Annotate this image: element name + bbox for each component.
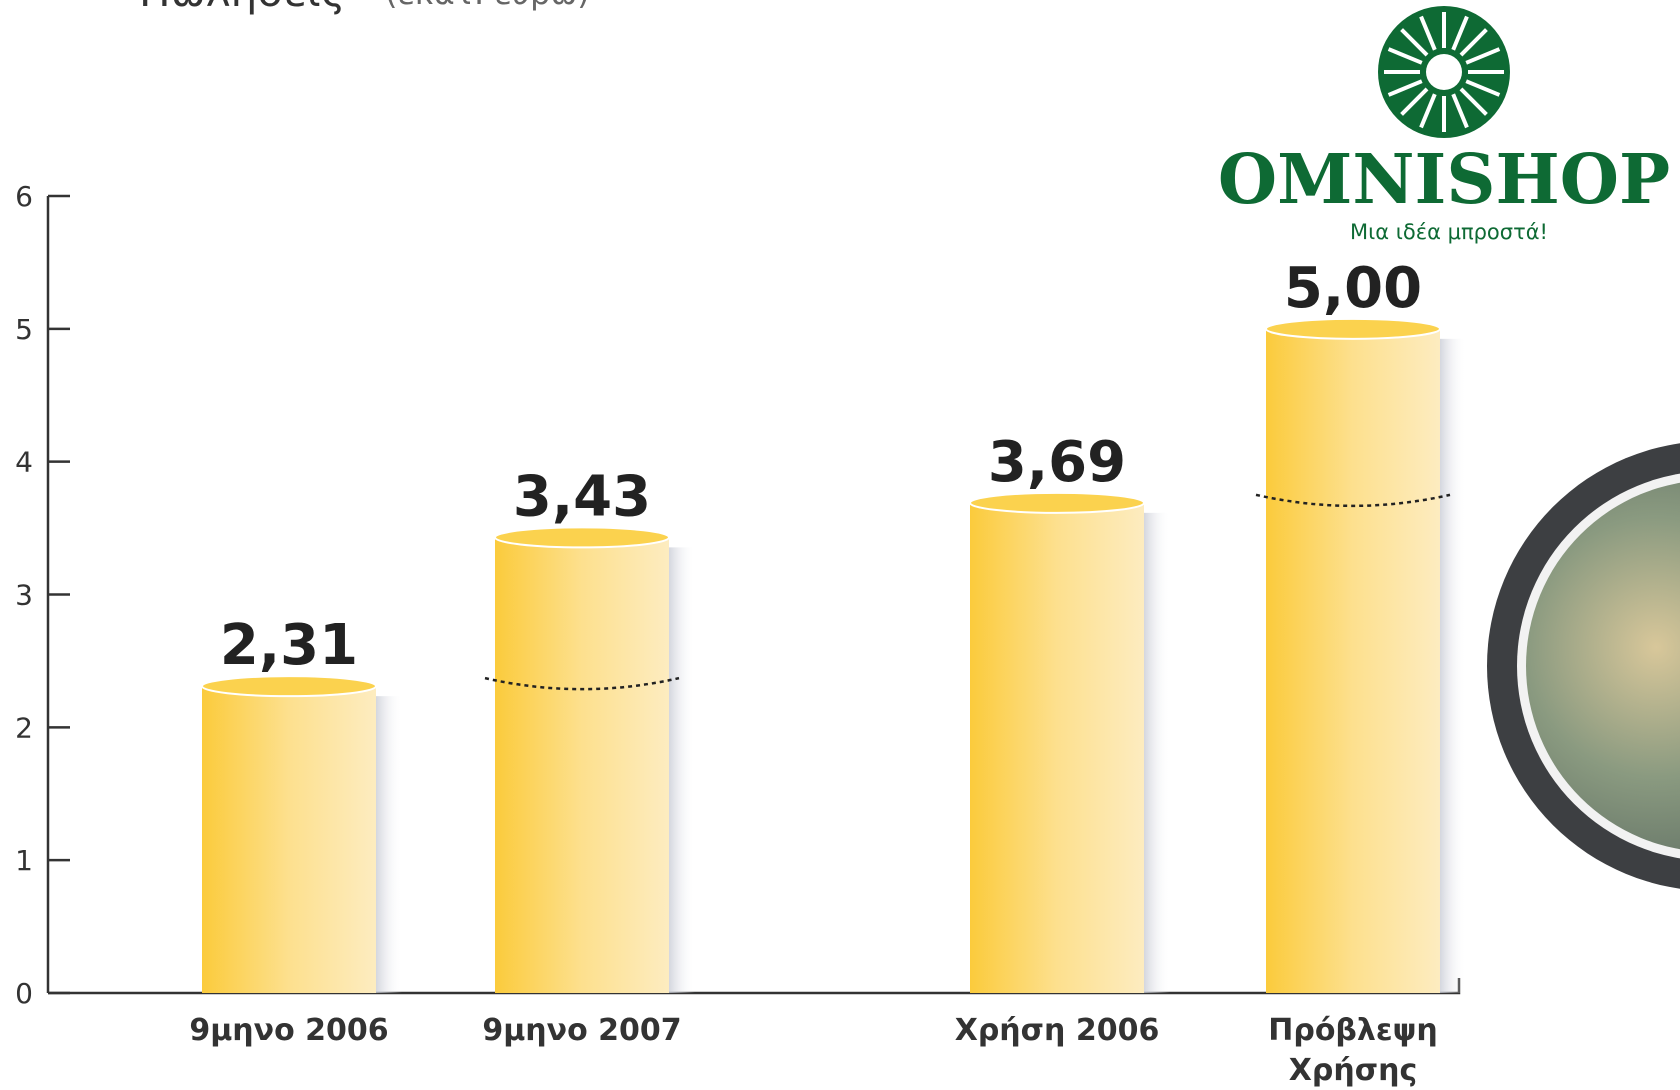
bar <box>1266 328 1440 993</box>
value-label: 3,69 <box>988 430 1126 495</box>
x-tick-label: 9μηνο 2007 <box>482 1013 682 1048</box>
logo-spoke <box>1387 79 1423 97</box>
y-tick-label: 4 <box>15 446 33 479</box>
y-tick-label: 2 <box>15 711 33 744</box>
logo-spoke <box>1400 28 1429 57</box>
value-label: 2,31 <box>220 613 358 678</box>
y-tick-label: 0 <box>15 977 33 1010</box>
logo-spoke <box>1419 15 1437 51</box>
logo-tagline: Μια ιδέα μπροστά! <box>1350 220 1548 244</box>
x-tick-label: Πρόβλεψη Χρήσης 2007 <box>1268 1013 1438 1088</box>
value-label: 5,00 <box>1284 256 1422 321</box>
bar-top <box>1265 317 1441 340</box>
bar-top <box>494 526 670 549</box>
x-tick-label: 9μηνο 2006 <box>189 1013 389 1048</box>
y-tick-label: 3 <box>15 579 33 612</box>
bar <box>495 537 669 993</box>
bar-shadow <box>1144 512 1170 993</box>
y-tick-label: 5 <box>15 313 33 346</box>
bar <box>970 502 1144 993</box>
previous-level <box>484 676 680 691</box>
bar-top <box>201 675 377 698</box>
logo-emblem <box>1378 6 1510 138</box>
logo-spoke <box>1387 47 1423 65</box>
logo-spoke <box>1419 93 1437 129</box>
logo-spoke <box>1451 15 1469 51</box>
logo-spoke <box>1465 47 1501 65</box>
bar-shadow <box>669 547 695 993</box>
previous-level <box>1255 493 1451 508</box>
value-label: 3,43 <box>513 464 651 529</box>
chart-subtitle: (εκατ. ευρώ) <box>385 0 590 12</box>
logo-spoke <box>1459 28 1488 57</box>
bar-top <box>969 491 1145 514</box>
bar <box>202 686 376 993</box>
logo-spoke <box>1451 93 1469 129</box>
y-tick-label: 1 <box>15 844 33 877</box>
bar-shadow <box>1440 338 1466 993</box>
x-tick-label: Χρήση 2006 <box>954 1013 1160 1048</box>
bar-shadow <box>376 696 402 993</box>
y-tick-label: 6 <box>15 180 33 213</box>
logo-name: OMNISHOP <box>1218 140 1670 220</box>
logo-spoke <box>1400 87 1429 116</box>
chart-title: Πωλήσεις <box>139 0 345 16</box>
logo-spoke <box>1459 87 1488 116</box>
decor-photo <box>1526 482 1680 850</box>
logo-spoke <box>1465 79 1501 97</box>
